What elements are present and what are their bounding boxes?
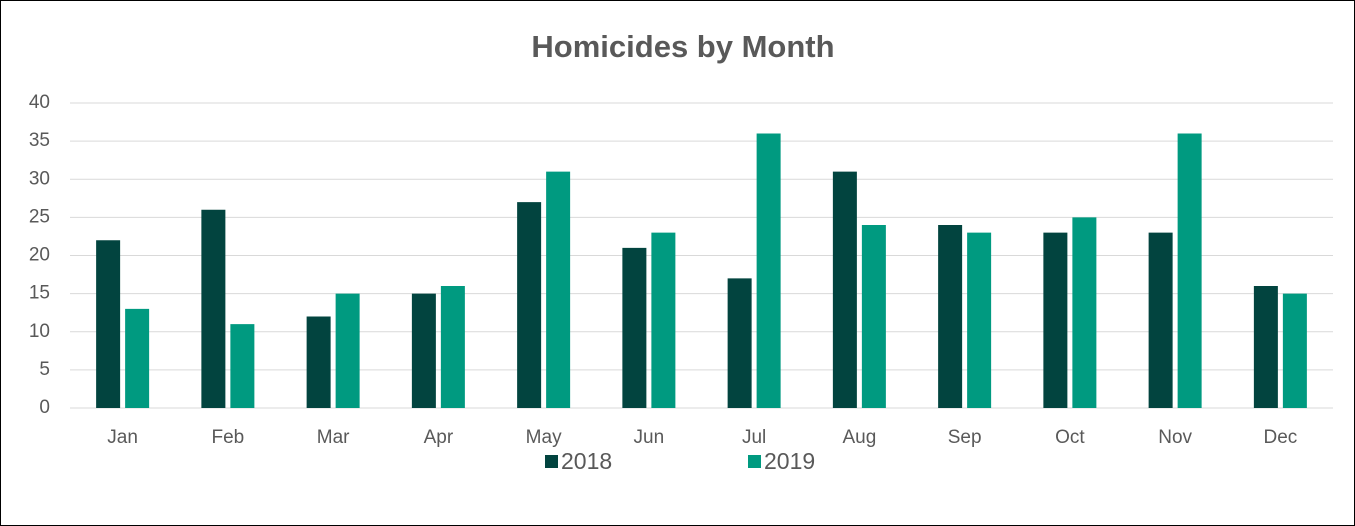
bar [861, 225, 886, 408]
y-tick-label: 30 [29, 168, 50, 189]
y-tick-label: 20 [29, 245, 50, 266]
x-tick-label: Jul [742, 427, 766, 448]
y-tick-label: 15 [29, 283, 50, 304]
bar [440, 286, 465, 408]
x-tick-label: Aug [842, 427, 876, 448]
x-tick-label: Apr [424, 427, 454, 448]
legend-swatch [748, 455, 761, 468]
y-tick-label: 40 [29, 92, 50, 113]
x-tick-label: Mar [317, 427, 350, 448]
x-tick-label: Dec [1263, 427, 1297, 448]
bar [1072, 217, 1097, 408]
x-tick-label: Jun [634, 427, 665, 448]
bar [96, 240, 121, 408]
bar [1282, 293, 1307, 408]
bar [335, 293, 360, 408]
y-tick-label: 5 [39, 359, 50, 380]
bar [651, 232, 676, 408]
y-tick-label: 10 [29, 321, 50, 342]
chart-title: Homicides by Month [531, 29, 834, 64]
bar [1177, 133, 1202, 408]
bar [967, 232, 992, 408]
x-tick-label: Oct [1055, 427, 1085, 448]
bar [1253, 286, 1278, 408]
bar [306, 316, 331, 408]
bar [1148, 232, 1173, 408]
x-tick-label: Sep [948, 427, 982, 448]
x-tick-label: Feb [212, 427, 245, 448]
bar [756, 133, 781, 408]
bar [201, 209, 226, 408]
x-tick-label: Jan [107, 427, 138, 448]
legend-label: 2019 [764, 448, 815, 474]
y-tick-label: 25 [29, 206, 50, 227]
bar [622, 247, 647, 408]
legend-swatch [545, 455, 558, 468]
bar [832, 171, 857, 408]
bar [411, 293, 436, 408]
bar [727, 278, 752, 408]
bar [230, 324, 255, 408]
x-tick-label: May [526, 427, 562, 448]
x-tick-label: Nov [1158, 427, 1192, 448]
y-tick-label: 35 [29, 130, 50, 151]
legend-label: 2018 [561, 448, 612, 474]
bar [546, 171, 571, 408]
bar [1043, 232, 1068, 408]
bar [938, 225, 963, 408]
y-tick-label: 0 [39, 397, 50, 418]
bar [517, 202, 542, 408]
bar [125, 308, 150, 408]
